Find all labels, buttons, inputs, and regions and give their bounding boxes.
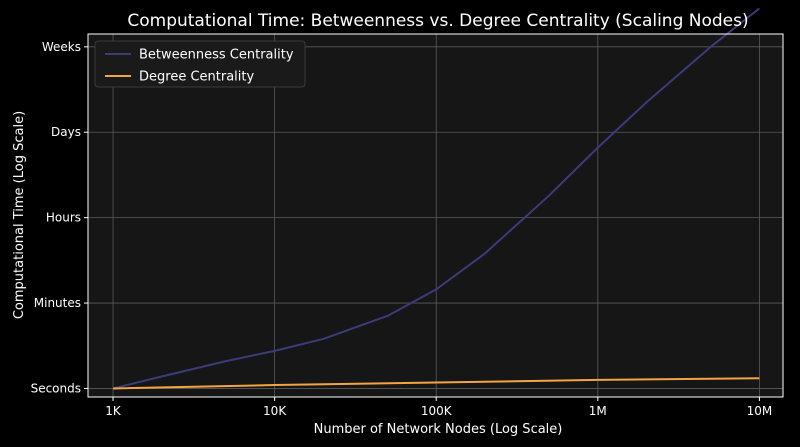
y-ticks: Seconds Minutes Hours Days Weeks: [31, 40, 88, 395]
y-tick-label: Days: [51, 125, 81, 139]
x-tick-label: 1M: [589, 404, 607, 418]
legend-box: [94, 40, 306, 88]
y-tick-label: Minutes: [34, 296, 81, 310]
legend: Betweenness Centrality Degree Centrality: [94, 40, 306, 88]
x-tick-label: 10K: [263, 404, 287, 418]
y-tick-label: Weeks: [42, 40, 81, 54]
series-line-1: [113, 377, 760, 390]
y-axis-label: Computational Time (Log Scale): [12, 111, 27, 319]
x-ticks: 1K 10K 100K 1M 10M: [105, 397, 772, 418]
x-tick-label: 10M: [747, 404, 773, 418]
x-tick-label: 1K: [105, 404, 122, 418]
plot-area: [88, 34, 783, 397]
y-tick-label: Hours: [46, 211, 81, 225]
grid: [88, 34, 783, 397]
x-tick-label: 100K: [421, 404, 453, 418]
x-axis-label: Number of Network Nodes (Log Scale): [314, 422, 563, 437]
series-group: [87, 7, 784, 398]
legend-entry: Betweenness Centrality: [139, 48, 294, 63]
legend-entry: Degree Centrality: [139, 70, 254, 85]
series-line-0: [112, 7, 761, 390]
plot-border: [87, 33, 784, 398]
chart-title: Computational Time: Betweenness vs. Degr…: [127, 11, 748, 31]
y-tick-label: Seconds: [31, 381, 81, 395]
